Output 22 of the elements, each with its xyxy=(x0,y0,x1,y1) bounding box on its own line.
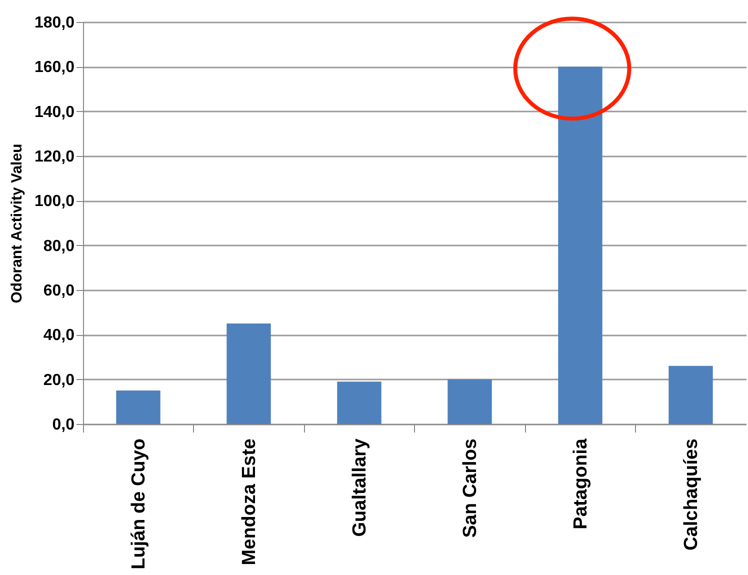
y-tick-label: 0,0 xyxy=(52,416,75,434)
bar xyxy=(226,324,271,424)
y-tick-label: 180,0 xyxy=(34,14,75,32)
y-tick-label: 20,0 xyxy=(43,372,75,389)
y-tick-label: 80,0 xyxy=(43,238,75,255)
x-tick-label: Calchaquíes xyxy=(680,438,702,550)
y-tick-label: 60,0 xyxy=(43,282,75,300)
bar xyxy=(668,366,713,424)
y-tick-label: 40,0 xyxy=(43,327,75,344)
bar xyxy=(116,390,160,424)
x-tick-label: Mendoza Este xyxy=(238,438,260,566)
y-axis-title: Odorant Activity Valeu xyxy=(8,144,26,304)
bar xyxy=(337,382,382,424)
y-tick-label: 100,0 xyxy=(34,193,75,210)
x-tick-label: San Carlos xyxy=(460,438,481,538)
x-tick-label: Patagonia xyxy=(570,438,592,530)
x-tick-label: Gualtallary xyxy=(349,438,370,537)
bar xyxy=(448,379,492,424)
y-tick-label: 160,0 xyxy=(34,59,75,76)
y-tick-label: 120,0 xyxy=(34,148,75,166)
x-tick-label: Luján de Cuyo xyxy=(128,438,150,570)
y-tick-label: 140,0 xyxy=(34,104,75,121)
